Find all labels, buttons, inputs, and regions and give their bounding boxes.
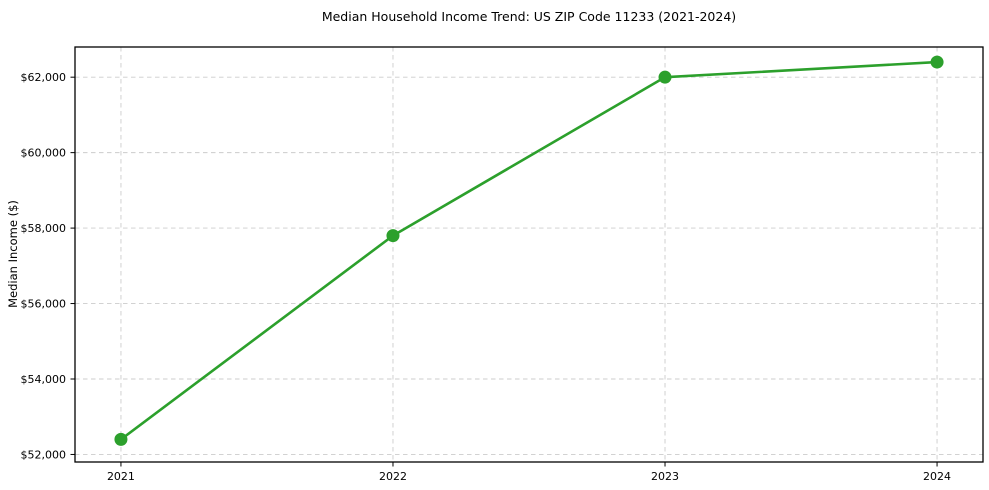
y-tick-label: $62,000	[21, 71, 67, 84]
x-tick-label: 2022	[379, 470, 407, 483]
data-point-2024	[930, 55, 944, 69]
data-point-2021	[114, 432, 128, 446]
data-point-2023	[658, 70, 672, 84]
y-tick-label: $60,000	[21, 147, 67, 160]
x-tick-label: 2024	[923, 470, 951, 483]
y-tick-label: $58,000	[21, 222, 67, 235]
x-tick-label: 2023	[651, 470, 679, 483]
income-trend-line	[119, 60, 939, 441]
y-tick-label: $52,000	[21, 448, 67, 461]
y-axis-title: Median Income ($)	[6, 200, 20, 308]
y-tick-label: $54,000	[21, 373, 67, 386]
y-tick-label: $56,000	[21, 298, 67, 311]
chart-title: Median Household Income Trend: US ZIP Co…	[321, 9, 737, 24]
data-point-2022	[386, 229, 400, 243]
plot-frame	[74, 46, 984, 463]
x-tick-label: 2021	[107, 470, 135, 483]
